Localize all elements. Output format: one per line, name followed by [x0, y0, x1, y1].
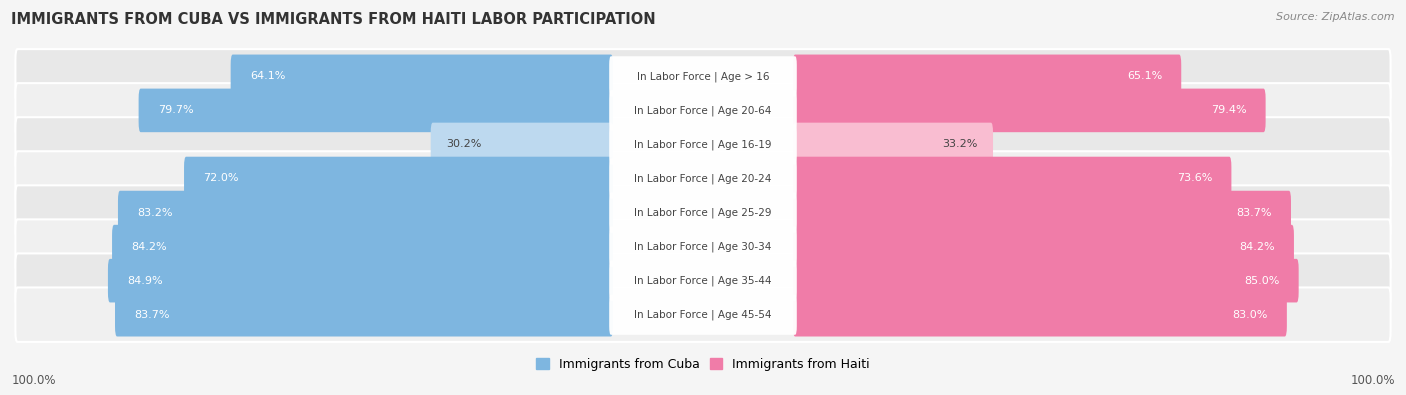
FancyBboxPatch shape: [793, 157, 1232, 200]
FancyBboxPatch shape: [15, 185, 1391, 240]
FancyBboxPatch shape: [609, 158, 797, 199]
Text: In Labor Force | Age 20-24: In Labor Force | Age 20-24: [634, 173, 772, 184]
FancyBboxPatch shape: [15, 219, 1391, 274]
FancyBboxPatch shape: [430, 123, 613, 166]
FancyBboxPatch shape: [139, 88, 613, 132]
Text: In Labor Force | Age 20-64: In Labor Force | Age 20-64: [634, 105, 772, 116]
FancyBboxPatch shape: [609, 124, 797, 165]
FancyBboxPatch shape: [108, 259, 613, 303]
FancyBboxPatch shape: [112, 225, 613, 268]
Text: 100.0%: 100.0%: [11, 374, 56, 387]
FancyBboxPatch shape: [793, 293, 1286, 337]
FancyBboxPatch shape: [609, 295, 797, 335]
FancyBboxPatch shape: [793, 191, 1291, 234]
FancyBboxPatch shape: [609, 192, 797, 233]
Text: 79.4%: 79.4%: [1211, 105, 1247, 115]
FancyBboxPatch shape: [793, 225, 1294, 268]
Text: 83.2%: 83.2%: [136, 207, 173, 218]
Text: 33.2%: 33.2%: [942, 139, 977, 149]
FancyBboxPatch shape: [15, 117, 1391, 172]
FancyBboxPatch shape: [231, 55, 613, 98]
Text: 30.2%: 30.2%: [446, 139, 482, 149]
Text: In Labor Force | Age 16-19: In Labor Force | Age 16-19: [634, 139, 772, 150]
FancyBboxPatch shape: [15, 288, 1391, 342]
FancyBboxPatch shape: [609, 261, 797, 301]
Text: 79.7%: 79.7%: [157, 105, 194, 115]
FancyBboxPatch shape: [118, 191, 613, 234]
Text: 83.7%: 83.7%: [1236, 207, 1272, 218]
FancyBboxPatch shape: [15, 254, 1391, 308]
FancyBboxPatch shape: [15, 83, 1391, 137]
Text: In Labor Force | Age 45-54: In Labor Force | Age 45-54: [634, 309, 772, 320]
Text: 84.2%: 84.2%: [131, 242, 167, 252]
FancyBboxPatch shape: [793, 123, 993, 166]
Text: Source: ZipAtlas.com: Source: ZipAtlas.com: [1277, 12, 1395, 22]
Text: In Labor Force | Age 30-34: In Labor Force | Age 30-34: [634, 241, 772, 252]
Text: IMMIGRANTS FROM CUBA VS IMMIGRANTS FROM HAITI LABOR PARTICIPATION: IMMIGRANTS FROM CUBA VS IMMIGRANTS FROM …: [11, 12, 655, 27]
FancyBboxPatch shape: [793, 55, 1181, 98]
FancyBboxPatch shape: [793, 259, 1299, 303]
Text: 100.0%: 100.0%: [1350, 374, 1395, 387]
FancyBboxPatch shape: [609, 226, 797, 267]
Legend: Immigrants from Cuba, Immigrants from Haiti: Immigrants from Cuba, Immigrants from Ha…: [531, 353, 875, 376]
Text: In Labor Force | Age 25-29: In Labor Force | Age 25-29: [634, 207, 772, 218]
FancyBboxPatch shape: [793, 88, 1265, 132]
FancyBboxPatch shape: [15, 151, 1391, 206]
Text: In Labor Force | Age 35-44: In Labor Force | Age 35-44: [634, 275, 772, 286]
Text: In Labor Force | Age > 16: In Labor Force | Age > 16: [637, 71, 769, 82]
FancyBboxPatch shape: [15, 49, 1391, 103]
Text: 83.7%: 83.7%: [134, 310, 170, 320]
Text: 72.0%: 72.0%: [202, 173, 239, 184]
Text: 84.2%: 84.2%: [1239, 242, 1275, 252]
FancyBboxPatch shape: [609, 90, 797, 130]
Text: 83.0%: 83.0%: [1233, 310, 1268, 320]
FancyBboxPatch shape: [609, 56, 797, 96]
Text: 65.1%: 65.1%: [1126, 71, 1163, 81]
Text: 85.0%: 85.0%: [1244, 276, 1279, 286]
FancyBboxPatch shape: [184, 157, 613, 200]
Text: 73.6%: 73.6%: [1177, 173, 1212, 184]
Text: 64.1%: 64.1%: [250, 71, 285, 81]
Text: 84.9%: 84.9%: [127, 276, 163, 286]
FancyBboxPatch shape: [115, 293, 613, 337]
